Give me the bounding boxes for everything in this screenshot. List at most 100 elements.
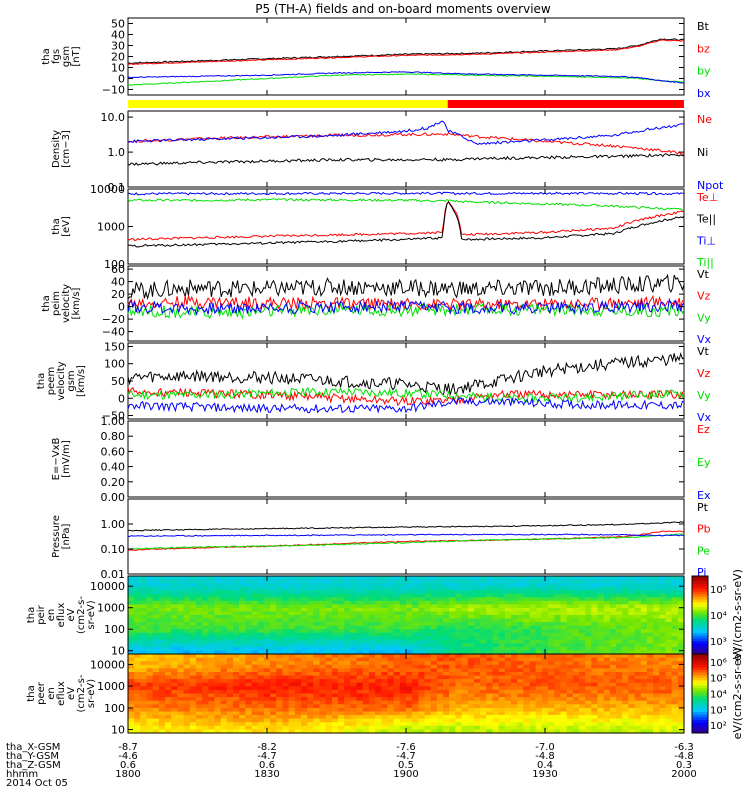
spectrogram-cell [245, 629, 253, 634]
spectrogram-cell [325, 625, 333, 630]
spectrogram-cell [134, 650, 141, 655]
spectrogram-cell [313, 672, 321, 677]
spectrogram-cell [418, 686, 426, 691]
spectrogram-cell [535, 576, 543, 581]
spectrogram-cell [146, 625, 154, 630]
spectrogram-cell [350, 672, 358, 677]
spectrogram-cell [344, 646, 351, 651]
spectrogram-cell [226, 593, 234, 598]
spectrogram-cell [579, 636, 586, 641]
spectrogram-cell [325, 600, 333, 605]
spectrogram-cell [529, 729, 537, 734]
spectrogram-cell [270, 618, 277, 623]
spectrogram-cell [486, 590, 494, 595]
spectrogram-cell [566, 679, 574, 684]
legend-label: Pt [697, 501, 709, 514]
spectrogram-cell [480, 593, 487, 598]
spectrogram-cell [523, 611, 531, 616]
colorbar-label: eV/(cm2-s-sr-eV) [731, 569, 744, 661]
spectrogram-cell [356, 707, 364, 713]
spectrogram-cell [239, 682, 246, 687]
spectrogram-cell [189, 604, 197, 609]
spectrogram-cell [282, 704, 290, 709]
spectrogram-cell [319, 632, 327, 637]
spectrogram-cell [356, 668, 364, 673]
spectrogram-cell [560, 707, 568, 713]
spectrogram-cell [208, 668, 216, 673]
spectrogram-cell [443, 643, 450, 648]
spectrogram-cell [239, 576, 246, 581]
spectrogram-cell [146, 643, 154, 648]
spectrogram-cell [616, 600, 623, 605]
spectrogram-cell [368, 593, 376, 598]
spectrogram-cell [646, 661, 654, 666]
spectrogram-cell [406, 639, 413, 644]
spectrogram-cell [294, 639, 302, 644]
spectrogram-cell [560, 607, 568, 612]
spectrogram-cell [276, 597, 284, 602]
spectrogram-cell [609, 650, 617, 655]
spectrogram-cell [270, 636, 277, 641]
spectrogram-cell [301, 600, 308, 605]
spectrogram-cell [461, 729, 469, 734]
spectrogram-cell [128, 636, 135, 641]
spectrogram-cell [511, 700, 518, 705]
spectrogram-cell [245, 607, 253, 612]
spectrogram-cell [171, 615, 178, 620]
spectrogram-cell [467, 583, 475, 588]
spectrogram-cell [226, 636, 234, 641]
spectrogram-cell [616, 586, 623, 591]
spectrogram-cell [257, 672, 265, 677]
spectrogram-cell [671, 711, 679, 716]
spectrogram-cell [140, 622, 148, 627]
spectrogram-cell [196, 611, 203, 616]
spectrogram-cell [609, 704, 617, 709]
spectrogram-cell [220, 679, 228, 684]
spectrogram-cell [319, 675, 327, 680]
spectrogram-cell [338, 718, 345, 723]
spectrogram-cell [412, 611, 419, 616]
spectrogram-cell [245, 639, 253, 644]
spectrogram-cell [146, 718, 154, 723]
spectrogram-cell [640, 689, 648, 695]
spectrogram-cell [146, 615, 154, 620]
spectrogram-cell [245, 725, 253, 730]
spectrogram-cell [659, 604, 667, 609]
spectrogram-cell [541, 579, 549, 584]
spectrogram-cell [146, 590, 154, 595]
spectrogram-cell [628, 607, 636, 612]
series-line-Pt [127, 521, 685, 532]
spectrogram-cell [226, 711, 234, 716]
spectrogram-cell [511, 615, 518, 620]
spectrogram-cell [603, 697, 611, 702]
spectrogram-cell [171, 693, 178, 698]
spectrogram-cell [301, 689, 308, 695]
y-axis-label: velocity [56, 361, 67, 400]
spectrogram-cell [517, 636, 524, 641]
spectrogram-cell [449, 597, 456, 602]
spectrogram-cell [307, 715, 314, 720]
spectrogram-cell [202, 622, 209, 627]
spectrogram-cell [591, 590, 599, 595]
spectrogram-cell [239, 604, 246, 609]
spectrogram-cell [455, 632, 463, 637]
spectrogram-cell [609, 611, 617, 616]
spectrogram-cell [634, 672, 642, 677]
spectrogram-cell [412, 718, 419, 723]
spectrogram-cell [270, 607, 277, 612]
spectrogram-cell [202, 607, 209, 612]
spectrogram-cell [245, 661, 253, 666]
colorbar-step [692, 635, 708, 639]
spectrogram-cell [214, 661, 222, 666]
spectrogram-cell [233, 639, 240, 644]
spectrogram-cell [239, 711, 246, 716]
y-tick-label: 0.60 [101, 445, 126, 458]
spectrogram-cell [208, 636, 216, 641]
spectrogram-cell [140, 661, 148, 666]
spectrogram-cell [517, 593, 524, 598]
spectrogram-cell [288, 629, 296, 634]
spectrogram-cell [504, 715, 512, 720]
spectrogram-cell [424, 672, 432, 677]
spectrogram-cell [399, 718, 407, 723]
